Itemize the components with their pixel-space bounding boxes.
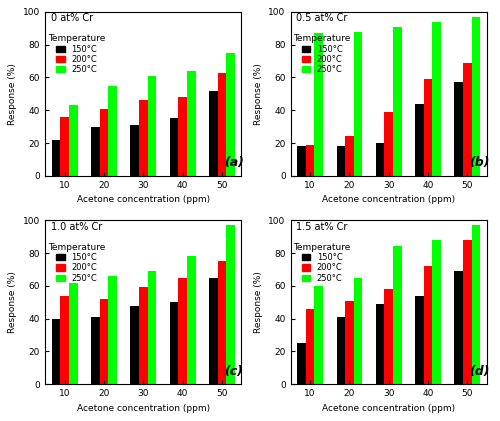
Bar [432,240,441,384]
Bar [336,317,345,384]
Bar [52,140,60,176]
Bar [336,147,345,176]
Bar [354,278,362,384]
Bar [108,85,117,176]
Bar [187,256,196,384]
Bar [60,117,69,176]
Legend: 150°C, 200°C, 250°C: 150°C, 200°C, 250°C [46,241,107,284]
Bar [178,97,187,176]
Bar [108,276,117,384]
Bar [69,105,78,176]
Bar [91,127,100,176]
Bar [424,79,432,176]
Bar [209,278,218,384]
Text: 0.5 at% Cr: 0.5 at% Cr [296,13,348,24]
Bar [454,271,463,384]
X-axis label: Acetone concentration (ppm): Acetone concentration (ppm) [76,195,210,204]
Bar [354,32,362,176]
Bar [148,76,156,176]
Bar [314,286,323,384]
Bar [100,299,108,384]
Bar [472,225,480,384]
Bar [306,309,314,384]
Bar [472,17,480,176]
Bar [148,271,156,384]
Bar [130,125,139,176]
Text: (c): (c) [224,365,242,378]
Bar [345,136,354,176]
Text: 0 at% Cr: 0 at% Cr [51,13,93,24]
Bar [139,100,147,176]
Bar [100,109,108,176]
Bar [297,343,306,384]
Bar [415,104,424,176]
Bar [345,301,354,384]
Bar [218,261,226,384]
Y-axis label: Response (%): Response (%) [8,271,18,333]
Bar [463,240,471,384]
Text: (a): (a) [224,156,244,169]
X-axis label: Acetone concentration (ppm): Acetone concentration (ppm) [322,195,456,204]
Bar [69,282,78,384]
Bar [297,147,306,176]
X-axis label: Acetone concentration (ppm): Acetone concentration (ppm) [76,404,210,413]
Y-axis label: Response (%): Response (%) [254,63,263,125]
Bar [170,302,178,384]
Bar [376,304,384,384]
Bar [384,289,393,384]
Bar [415,296,424,384]
Bar [52,319,60,384]
Bar [170,118,178,176]
Bar [393,27,402,176]
Bar [314,33,323,176]
Bar [432,21,441,176]
Bar [376,143,384,176]
X-axis label: Acetone concentration (ppm): Acetone concentration (ppm) [322,404,456,413]
Legend: 150°C, 200°C, 250°C: 150°C, 200°C, 250°C [292,33,352,76]
Bar [384,112,393,176]
Y-axis label: Response (%): Response (%) [8,63,18,125]
Legend: 150°C, 200°C, 250°C: 150°C, 200°C, 250°C [46,33,107,76]
Bar [454,83,463,176]
Bar [226,225,235,384]
Text: 1.5 at% Cr: 1.5 at% Cr [296,222,348,232]
Bar [218,72,226,176]
Bar [209,91,218,176]
Bar [424,266,432,384]
Bar [187,71,196,176]
Bar [226,53,235,176]
Bar [178,278,187,384]
Text: (d): (d) [470,365,490,378]
Bar [306,145,314,176]
Legend: 150°C, 200°C, 250°C: 150°C, 200°C, 250°C [292,241,352,284]
Text: 1.0 at% Cr: 1.0 at% Cr [51,222,102,232]
Text: (b): (b) [470,156,490,169]
Bar [91,317,100,384]
Bar [60,296,69,384]
Bar [393,246,402,384]
Bar [130,306,139,384]
Bar [139,288,147,384]
Bar [463,63,471,176]
Y-axis label: Response (%): Response (%) [254,271,263,333]
